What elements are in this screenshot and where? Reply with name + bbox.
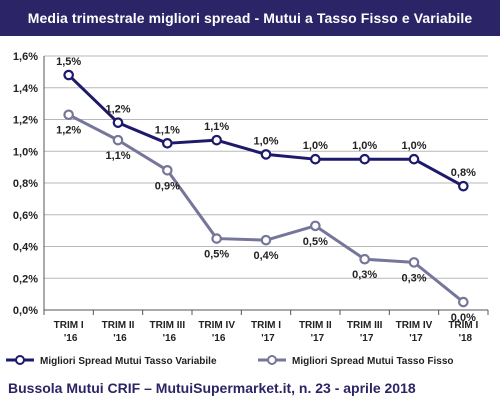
data-label: 1,0% [401,140,426,152]
y-tick-label: 0,6% [13,210,38,222]
x-tick-label: TRIM II [102,320,135,331]
data-point [260,234,272,246]
y-tick-label: 1,4% [13,83,38,95]
data-label: 1,1% [105,150,130,162]
data-label: 0,4% [253,250,278,262]
x-tick-label: TRIM I [54,320,84,331]
data-point [310,220,321,232]
data-point [63,109,74,121]
x-tick-label-year: '16 [64,333,78,344]
x-tick-label: TRIM I [251,320,281,331]
y-tick-label: 1,6% [13,51,38,63]
data-label: 1,2% [56,125,81,137]
x-tick-label-year: '16 [113,333,127,344]
series-line [67,73,465,188]
data-point [359,153,370,165]
data-label: 1,0% [253,135,278,147]
x-tick-label-year: '17 [261,333,275,344]
data-label: 1,0% [352,140,377,152]
x-tick-label-year: '16 [163,333,177,344]
y-tick-label: 0,2% [13,273,38,285]
y-tick-label: 1,2% [13,115,38,127]
legend-swatch-marker [15,355,25,365]
legend-label: Migliori Spread Mutui Tasso Fisso [292,356,454,367]
data-label: 0,3% [352,269,377,281]
data-point [310,153,321,165]
y-tick-label: 0,0% [13,305,38,317]
data-point [63,69,74,81]
x-tick-label: TRIM II [299,320,332,331]
data-point [211,233,222,244]
data-point [112,117,124,128]
x-tick-label-year: '18 [459,333,473,344]
x-tick-label-year: '17 [311,333,325,344]
data-label: 0,9% [155,180,180,192]
data-point [112,134,124,146]
legend-swatch-marker [267,355,277,365]
data-point [162,165,173,176]
y-tick-label: 0,8% [13,178,38,190]
data-point [359,253,370,265]
x-tick-label: TRIM IV [396,320,433,331]
data-label: 1,0% [303,140,328,152]
y-tick-label: 0,4% [13,242,38,254]
data-label: 1,1% [204,121,229,133]
x-tick-label: TRIM IV [198,320,235,331]
x-tick-label-year: '16 [212,333,226,344]
y-tick-label: 1,0% [13,146,38,158]
data-point [211,134,222,146]
data-label: 1,1% [155,124,180,136]
data-label: 0,3% [401,272,426,284]
data-label: 0,5% [303,236,328,248]
x-tick-label: TRIM III [347,320,383,331]
line-chart: 0,0% 0,2% 0,4% 0,6% 0,8% 1,0% 1,2% 1,4% 1,6% TRIM… [6,51,489,367]
data-point [162,138,173,149]
data-point [408,257,420,268]
x-tick-label: TRIM I [448,320,478,331]
data-point [408,153,420,165]
chart-title: Media trimestrale migliori spread - Mutu… [0,0,500,36]
data-label: 0,5% [204,249,229,261]
data-label: 1,2% [105,104,130,116]
x-tick-label-year: '17 [360,333,374,344]
legend-label: Migliori Spread Mutui Tasso Variabile [40,356,217,367]
data-point [260,149,272,160]
data-label: 1,5% [56,56,81,68]
data-point [458,180,469,192]
x-tick-label: TRIM III [150,320,186,331]
data-label: 0,0% [451,312,476,324]
data-point [458,296,469,308]
source-footer: Bussola Mutui CRIF – MutuiSupermarket.it… [8,380,416,396]
x-tick-label-year: '17 [409,333,423,344]
data-label: 0,8% [451,167,476,179]
